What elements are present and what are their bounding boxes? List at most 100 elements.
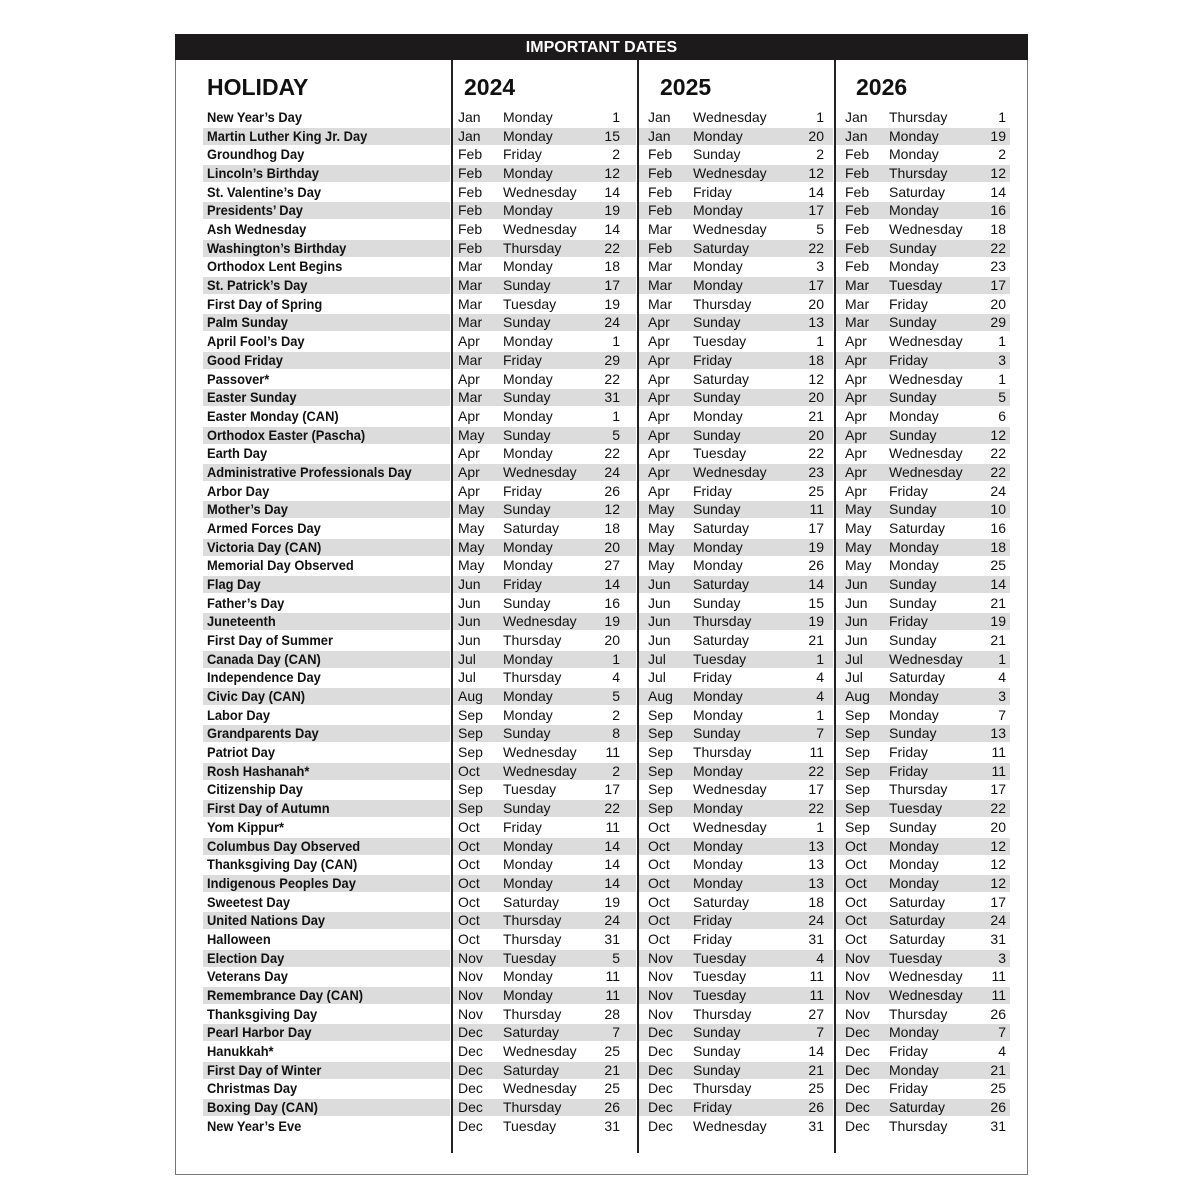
weekday: Sunday [693, 389, 741, 406]
row-shade [639, 165, 833, 183]
row-shade [639, 538, 833, 556]
month: Jan [845, 127, 868, 144]
holiday-name: New Year’s Eve [207, 1117, 302, 1134]
weekday: Monday [693, 127, 743, 144]
month: Sep [648, 762, 673, 779]
day-number: 10 [990, 501, 1006, 518]
month: Feb [458, 239, 483, 256]
month: Feb [845, 239, 870, 256]
weekday: Monday [503, 837, 553, 854]
year-2024-header: 2024 [464, 74, 516, 100]
row-shade [203, 277, 450, 295]
day-number: 14 [604, 576, 620, 592]
weekday: Thursday [503, 930, 562, 947]
weekday: Monday [693, 800, 743, 817]
month: Dec [648, 1061, 673, 1078]
month: Mar [648, 277, 673, 294]
holiday-name: Orthodox Lent Begins [207, 258, 343, 275]
holiday-name: First Day of Summer [207, 632, 333, 649]
holiday-name: Thanksgiving Day [207, 1005, 318, 1022]
day-number: 19 [604, 295, 620, 312]
day-number: 11 [605, 986, 620, 1003]
weekday: Wednesday [503, 463, 577, 480]
row-shade [453, 688, 636, 706]
table-row: Thanksgiving Day Nov Thursday 28 Nov Thursday… [0, 1005, 1200, 1023]
weekday: Wednesday [889, 968, 963, 985]
month: Mar [458, 277, 483, 294]
day-number: 20 [990, 818, 1006, 835]
row-shade [836, 688, 1010, 706]
month: Jun [648, 613, 671, 630]
table-row: Earth Day Apr Monday 22 Apr Tuesday 22 Apr Wedne… [0, 444, 1200, 462]
day-number: 11 [991, 986, 1006, 1003]
table-row: Palm Sunday Mar Sunday 24 Apr Sunday 13 Mar Sund… [0, 313, 1200, 332]
month: Oct [458, 930, 480, 947]
row-shade [639, 314, 833, 332]
weekday: Tuesday [503, 1117, 557, 1134]
month: Jan [648, 109, 671, 125]
month: Sep [458, 706, 483, 723]
table-row: April Fool’s Day Apr Monday 1 Apr Tuesday 1 Apr… [0, 332, 1200, 350]
month: Apr [648, 333, 670, 350]
weekday: Friday [889, 482, 928, 499]
row-shade [639, 239, 833, 257]
weekday: Monday [889, 706, 939, 723]
row-shade [836, 1024, 1010, 1042]
day-number: 8 [612, 725, 620, 742]
row-shade [836, 314, 1010, 332]
row-shade [639, 426, 833, 444]
row-shade [639, 351, 833, 369]
day-number: 13 [808, 837, 824, 854]
holiday-name: Grandparents Day [207, 725, 319, 742]
weekday: Monday [693, 258, 743, 275]
weekday: Friday [693, 1099, 732, 1116]
month: Jul [458, 669, 476, 686]
table-row: Victoria Day (CAN) May Monday 20 May Monday 19… [0, 538, 1200, 556]
day-number: 20 [808, 389, 824, 406]
day-number: 21 [990, 594, 1006, 611]
month: Mar [845, 314, 870, 331]
day-number: 22 [990, 239, 1006, 256]
weekday: Saturday [889, 912, 946, 929]
weekday: Wednesday [889, 333, 963, 350]
row-shade [639, 613, 833, 631]
weekday: Monday [503, 165, 553, 182]
table-row: Sweetest Day Oct Saturday 19 Oct Saturday 18 Oc… [0, 893, 1200, 911]
month: Jul [648, 669, 666, 686]
row-shade [639, 688, 833, 706]
month: May [845, 538, 872, 555]
month: Dec [648, 1024, 673, 1041]
weekday: Wednesday [693, 221, 767, 238]
row-shade [639, 912, 833, 930]
day-number: 18 [604, 519, 620, 536]
month: Feb [845, 221, 870, 238]
holiday-name: Halloween [207, 930, 271, 947]
month: Sep [845, 781, 870, 798]
weekday: Monday [503, 258, 553, 275]
weekday: Sunday [889, 239, 937, 256]
weekday: Monday [503, 127, 553, 144]
weekday: Thursday [889, 1117, 948, 1134]
day-number: 15 [808, 594, 824, 611]
month: Nov [458, 949, 483, 966]
month: Apr [845, 389, 867, 406]
year-2026-header: 2026 [856, 74, 908, 100]
month: Sep [458, 725, 483, 742]
month: Jan [458, 109, 481, 125]
row-shade [453, 501, 636, 519]
table-row: First Day of Spring Mar Tuesday 19 Mar Thursd… [0, 295, 1200, 313]
day-number: 23 [990, 258, 1006, 275]
month: Oct [648, 837, 670, 854]
table-row: Juneteenth Jun Wednesday 19 Jun Thursday 19 Jun… [0, 612, 1200, 631]
month: May [458, 426, 485, 443]
month: Sep [648, 781, 673, 798]
weekday: Thursday [693, 1005, 752, 1022]
day-number: 1 [612, 333, 620, 350]
row-shade [836, 165, 1010, 183]
month: Jun [458, 594, 481, 611]
row-shade [639, 463, 833, 481]
day-number: 14 [604, 221, 620, 238]
day-number: 1 [998, 333, 1006, 350]
day-number: 17 [604, 277, 620, 294]
row-shade [203, 1061, 450, 1079]
